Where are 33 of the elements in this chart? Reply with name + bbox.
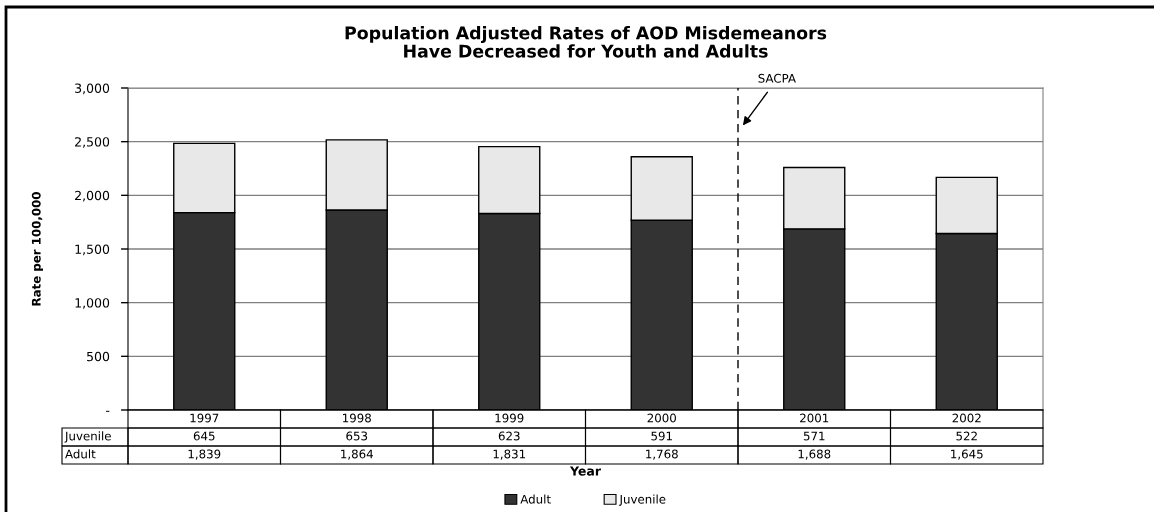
data-label: 645 [193, 431, 215, 441]
data-label: 522 [956, 431, 977, 441]
legend-label: Adult [520, 494, 551, 504]
y-tick-label: 3,000 [75, 83, 110, 95]
y-tick-label: 1,000 [75, 298, 110, 309]
chart-title: Population Adjusted Rates of AOD Misdemeanors Have Decreased for Youth and Adults [345, 26, 827, 58]
x-tick-label: 2001 [800, 413, 829, 423]
text: Juvenile [64, 431, 111, 443]
y-tick-label: 2,500 [75, 137, 110, 148]
text: Adult [65, 449, 96, 459]
y-tick-label: 2,000 [75, 190, 110, 202]
y-tick-label: 1,500 [75, 244, 110, 256]
data-label: 591 [651, 431, 672, 441]
data-label: 653 [346, 431, 368, 441]
data-label: 1,864 [341, 449, 373, 460]
x-tick-label: 2002 [952, 413, 981, 423]
data-label: 1,768 [646, 449, 678, 460]
x-tick-label: 1998 [343, 413, 371, 423]
data-label: 571 [803, 431, 825, 441]
y-tick-label: - [106, 410, 110, 412]
x-axis-title: Year [569, 466, 601, 476]
x-tick-label: 1997 [190, 413, 219, 423]
x-tick-label: 1999 [495, 413, 524, 423]
data-label: 1,831 [493, 449, 526, 460]
legend-label: Juvenile [618, 494, 666, 506]
x-tick-label: 2000 [647, 413, 676, 423]
data-label: 1,839 [188, 449, 221, 460]
y-tick-label: 500 [87, 351, 110, 362]
data-label: 1,688 [798, 449, 831, 460]
data-label: 623 [498, 431, 520, 441]
y-axis-title: Rate per 100,000 [31, 192, 43, 306]
data-label: 1,645 [951, 449, 983, 460]
ref-line-label: SACPA [758, 73, 796, 83]
